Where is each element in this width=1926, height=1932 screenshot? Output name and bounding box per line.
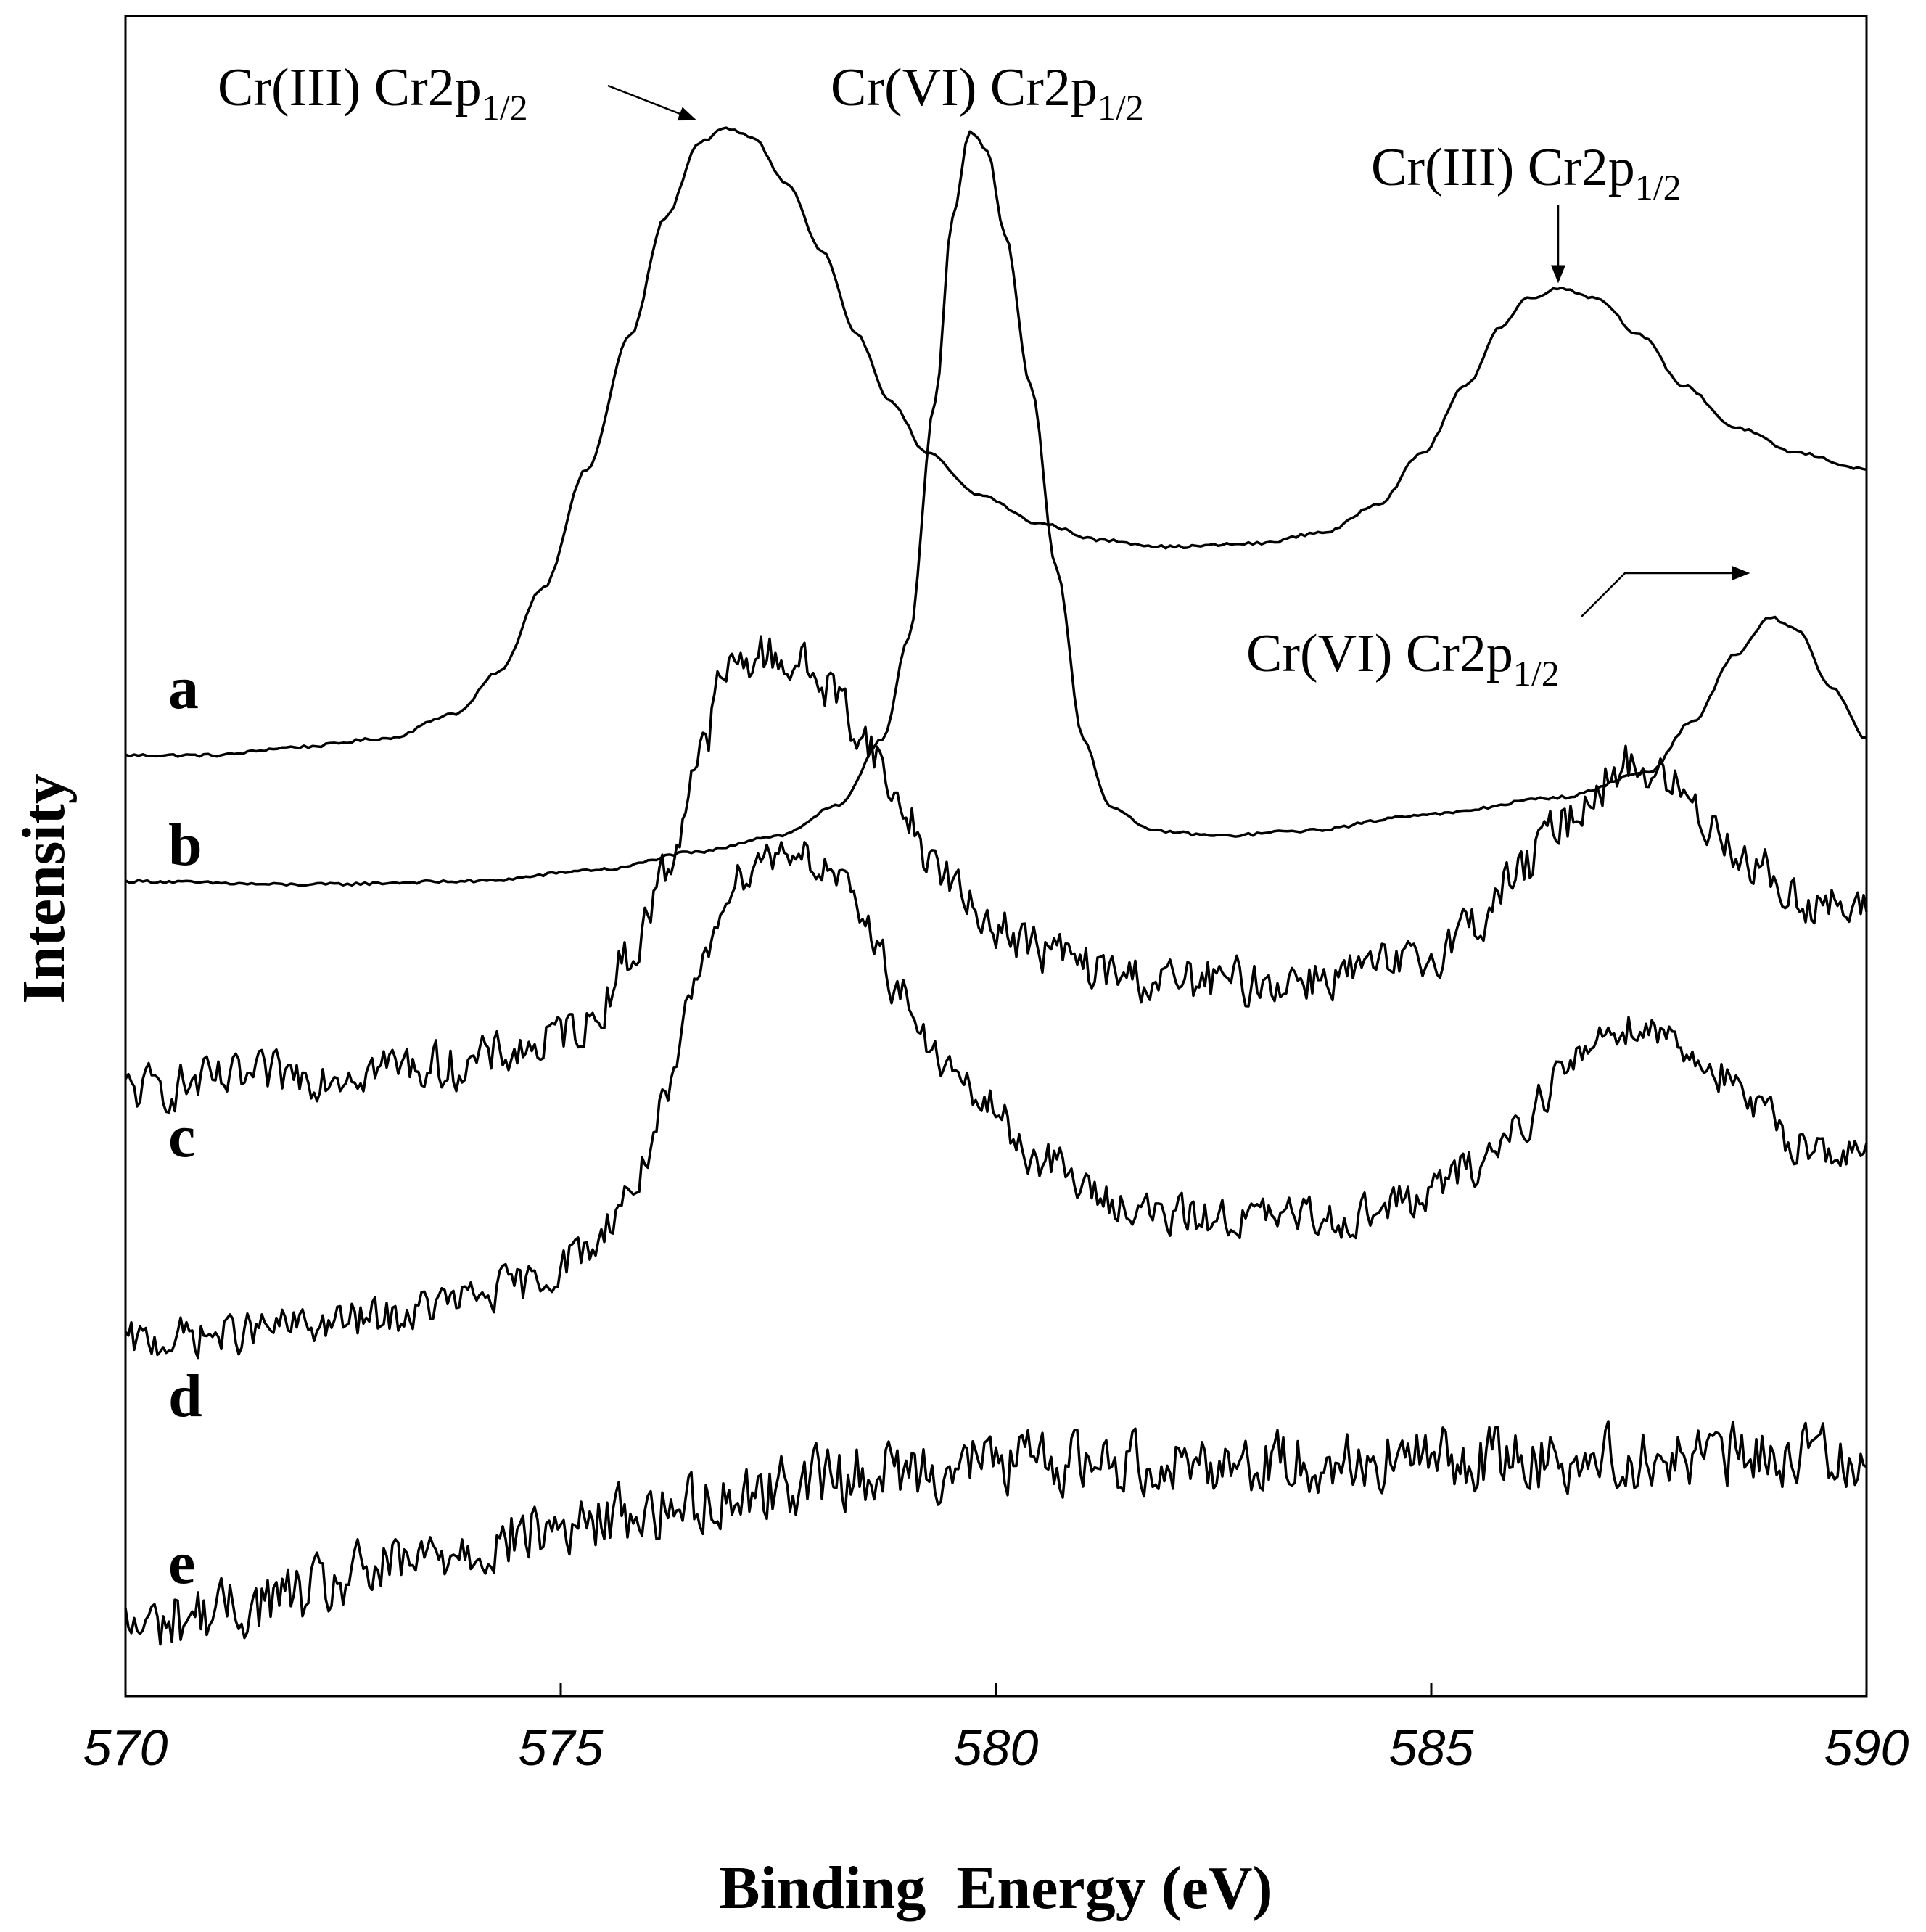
annotation-cr3-first-main: Cr(III) Cr2p: [218, 58, 482, 118]
annotation-cr3-second-main: Cr(III) Cr2p: [1371, 138, 1635, 197]
series-label-b: b: [168, 811, 202, 879]
annotation-cr3-first: Cr(III) Cr2p1/2: [218, 58, 528, 128]
series-line-b: [125, 130, 1867, 887]
annotation-cr6-second-sub: 1/2: [1513, 653, 1560, 694]
annotation-cr3-second: Cr(III) Cr2p1/2: [1371, 138, 1682, 207]
y-axis-title: Intensity: [10, 773, 78, 1003]
series-line-e: [124, 1420, 1867, 1646]
annotation-arrow-cr3-first: [607, 84, 697, 121]
annotation-cr6-first-sub: 1/2: [1098, 87, 1144, 128]
x-tick-label: 590: [1824, 1719, 1909, 1776]
annotation-cr6-second: Cr(VI) Cr2p1/2: [1246, 624, 1560, 694]
series-label-e: e: [168, 1529, 195, 1597]
annotation-cr6-second-main: Cr(VI) Cr2p: [1246, 624, 1513, 683]
plot-frame: [124, 15, 1868, 1698]
series-line-c: [124, 635, 1868, 1114]
x-tick-label: 570: [83, 1719, 168, 1776]
x-tick-label: 580: [954, 1719, 1039, 1776]
x-tick-label: 585: [1389, 1719, 1475, 1776]
annotation-cr6-first-main: Cr(VI) Cr2p: [831, 58, 1098, 118]
annotation-arrow-cr6-second: [1581, 566, 1750, 617]
annotation-cr6-first: Cr(VI) Cr2p1/2: [831, 58, 1144, 128]
x-axis-title: Binding Energy (eV): [719, 1854, 1272, 1922]
annotation-cr3-first-sub: 1/2: [482, 87, 528, 128]
series-label-c: c: [168, 1103, 195, 1170]
series-line-a: [125, 126, 1867, 758]
series-curves: [124, 126, 1868, 1646]
series-line-d: [124, 841, 1868, 1360]
series-label-d: d: [168, 1362, 202, 1430]
x-tick-label: 575: [519, 1719, 604, 1776]
series-label-a: a: [168, 654, 199, 722]
x-axis-ticks: 570 575 580 585 590: [83, 1683, 1909, 1776]
annotation-cr3-second-sub: 1/2: [1635, 167, 1682, 207]
